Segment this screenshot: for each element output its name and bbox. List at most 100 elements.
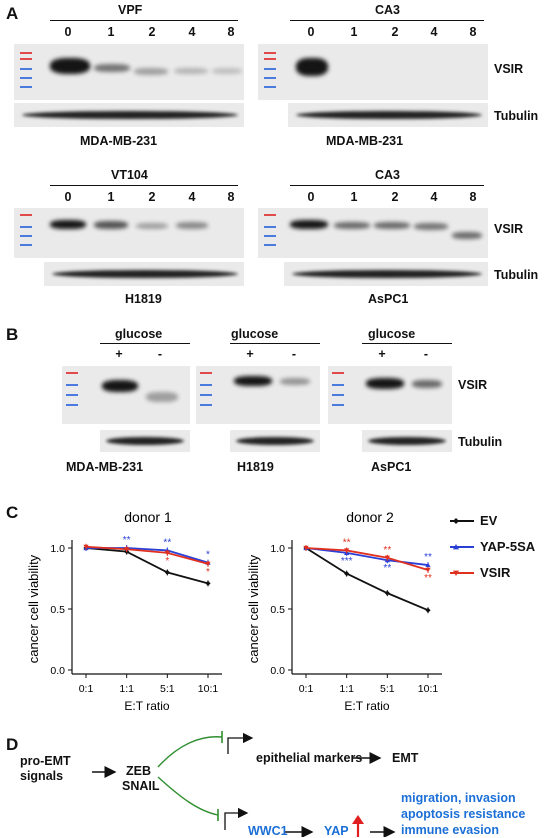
y-tick-label: 0.5 xyxy=(270,604,285,616)
cell-line-label: H1819 xyxy=(237,460,274,474)
treatment-label: VPF xyxy=(118,3,143,17)
outcome-apoptosis: apoptosis resistance xyxy=(401,807,526,821)
promoter-arrow-epithelial xyxy=(227,732,254,754)
minus-label: - xyxy=(157,347,163,361)
lane-label: 1 xyxy=(107,190,115,204)
tubulin-label: Tubulin xyxy=(494,109,539,123)
significance-marker: * xyxy=(206,550,210,561)
tubulin-label: Tubulin xyxy=(494,268,539,282)
lane-label: 0 xyxy=(64,190,72,204)
promoter-arrow-wwc1 xyxy=(224,807,249,830)
chart-legend: EV YAP-5SA VSIR xyxy=(448,510,548,610)
chart-title: donor 2 xyxy=(346,509,394,525)
blot-a1: VPF 0 1 2 4 8 MDA-MB-231 xyxy=(0,0,550,160)
vsir-blot-image xyxy=(258,44,488,100)
inhibit-curve-epithelial xyxy=(157,736,223,768)
x-tick-label: 1:1 xyxy=(119,683,134,695)
plus-label: + xyxy=(378,347,386,361)
significance-marker: ** xyxy=(424,573,432,584)
legend-marker-vsir xyxy=(450,570,474,576)
chart-title: donor 1 xyxy=(124,509,172,525)
significance-marker: *** xyxy=(341,556,353,567)
point-marker xyxy=(453,570,459,576)
minus-label: - xyxy=(423,347,429,361)
legend-marker-yap-5sa xyxy=(450,544,474,550)
y-axis-label: cancer cell viability xyxy=(26,554,41,663)
x-tick-label: 5:1 xyxy=(380,683,395,695)
cell-line-label: AsPC1 xyxy=(371,460,412,474)
legend-entry-vsir: VSIR xyxy=(480,565,511,580)
significance-marker: * xyxy=(165,556,169,567)
point-marker xyxy=(344,548,350,554)
lane-label: 4 xyxy=(430,190,438,204)
point-marker xyxy=(453,544,459,550)
blot-b3: glucose + - VSIR Tubulin AsPC1 xyxy=(328,327,502,474)
vsir-label: VSIR xyxy=(494,62,524,76)
significance-marker: ** xyxy=(163,537,171,548)
series-vsir xyxy=(83,543,211,567)
y-tick-label: 0.5 xyxy=(50,604,65,616)
significance-marker: ** xyxy=(383,563,391,574)
point-marker xyxy=(124,547,130,552)
lane-label: 4 xyxy=(188,190,196,204)
vsir-blot-image xyxy=(14,208,244,258)
vsir-label: VSIR xyxy=(494,222,524,236)
significance-marker: ** xyxy=(123,535,131,546)
tubulin-blot-image xyxy=(362,430,452,452)
lane-label: 1 xyxy=(107,25,115,39)
point-marker xyxy=(453,518,459,524)
lane-label: 1 xyxy=(350,190,358,204)
panel-c-letter: C xyxy=(6,503,19,522)
series-line xyxy=(305,547,429,571)
series-vsir xyxy=(303,545,431,573)
tubulin-blot-image xyxy=(288,103,488,127)
x-tick-label: 0:1 xyxy=(79,683,94,695)
point-marker xyxy=(205,561,211,567)
plus-label: + xyxy=(246,347,254,361)
lane-label: 0 xyxy=(64,25,72,39)
x-tick-label: 0:1 xyxy=(299,683,314,695)
yap-text: YAP xyxy=(324,824,349,838)
point-marker xyxy=(425,607,431,613)
lane-label: 4 xyxy=(430,25,438,39)
minus-label: - xyxy=(291,347,297,361)
lane-label: 2 xyxy=(148,25,156,39)
vsir-blot-image xyxy=(62,366,190,424)
vsir-blot-image xyxy=(258,208,488,258)
x-tick-label: 1:1 xyxy=(339,683,354,695)
chart-donor-2: donor 2 0.0 0.5 1.0 0:1 1:1 5:1 10:1 E:T ratio ca… xyxy=(246,509,442,713)
cell-line-label: MDA-MB-231 xyxy=(66,460,144,474)
treatment-label: VT104 xyxy=(111,168,148,182)
zeb-snail: ZEB SNAIL xyxy=(122,764,160,794)
lane-label: 0 xyxy=(307,190,315,204)
pro-emt-text: pro-EMT xyxy=(20,754,71,768)
zeb-text: ZEB xyxy=(126,764,151,778)
legend-entry-yap-5sa: YAP-5SA xyxy=(480,539,536,554)
significance-marker: * xyxy=(206,567,210,578)
tubulin-blot-image xyxy=(284,262,488,286)
outcome-immune: immune evasion xyxy=(401,823,499,837)
lane-label: 2 xyxy=(391,190,399,204)
y-tick-label: 1.0 xyxy=(270,543,285,555)
epithelial-markers-text: epithelial markers xyxy=(256,751,363,765)
significance-marker: ** xyxy=(383,545,391,556)
series-line xyxy=(305,547,429,612)
inhibit-curve-wwc1 xyxy=(157,776,219,816)
cell-line-label: MDA-MB-231 xyxy=(326,134,404,148)
significance-marker: ** xyxy=(343,537,351,548)
tubulin-blot-image xyxy=(230,430,320,452)
point-marker xyxy=(205,580,211,586)
x-tick-label: 10:1 xyxy=(418,683,439,695)
cell-line-label: H1819 xyxy=(125,292,162,306)
pathway-diagram xyxy=(92,731,396,837)
series-line xyxy=(85,545,209,565)
blot-b2: glucose + - H1819 xyxy=(196,327,320,474)
x-tick-label: 10:1 xyxy=(198,683,219,695)
treatment-label: glucose xyxy=(115,327,163,341)
blot-a2: CA3 0 1 2 4 8 VSIR Tubulin MDA-MB-231 xyxy=(0,0,550,160)
vsir-blot-image xyxy=(196,366,320,424)
tubulin-blot-image xyxy=(14,103,244,127)
panel-a-letter: A xyxy=(6,4,19,23)
cell-line-label: MDA-MB-231 xyxy=(80,134,158,148)
lane-label: 8 xyxy=(227,190,235,204)
